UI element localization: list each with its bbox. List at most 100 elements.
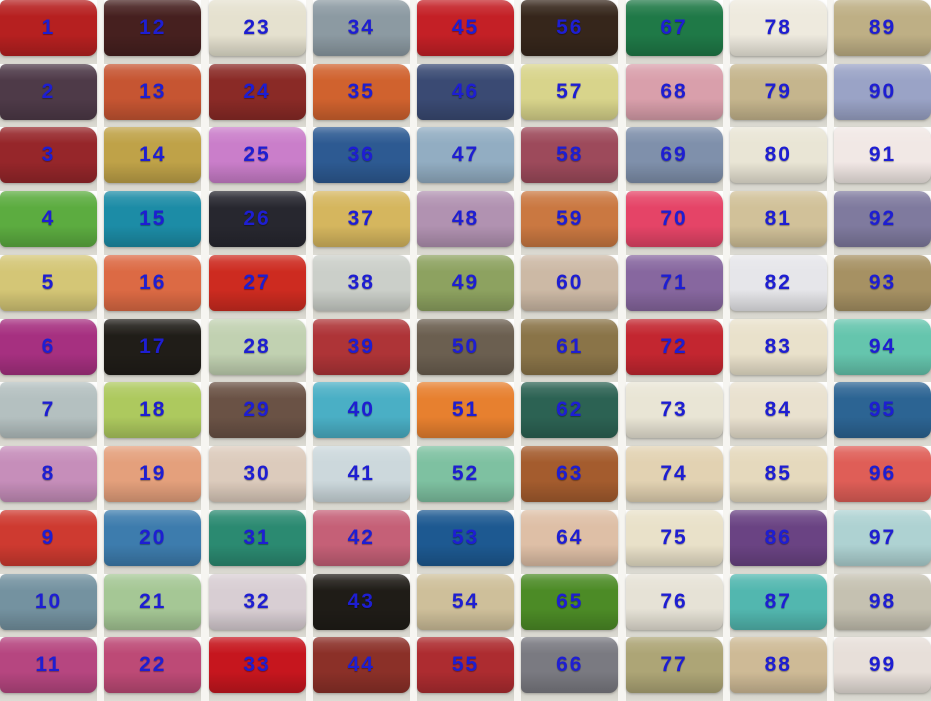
swatch-number-35: 35 — [347, 79, 375, 103]
swatch-number-89: 89 — [868, 16, 897, 39]
swatch-number-61: 61 — [556, 334, 584, 358]
swatch-number-42: 42 — [347, 525, 375, 549]
fabric-swatch-77: 77 — [625, 637, 723, 694]
fabric-swatch-18: 18 — [104, 382, 202, 439]
swatch-number-76: 76 — [660, 589, 688, 613]
fabric-swatch-56: 56 — [521, 0, 619, 56]
swatch-number-3: 3 — [41, 143, 56, 167]
swatch-number-69: 69 — [660, 143, 688, 167]
swatch-cell-43: 43 — [312, 573, 410, 638]
fabric-swatch-28: 28 — [208, 318, 306, 375]
fabric-swatch-88: 88 — [729, 637, 827, 694]
swatch-number-24: 24 — [243, 79, 271, 103]
swatch-number-94: 94 — [868, 334, 897, 358]
swatch-number-22: 22 — [139, 653, 167, 677]
swatch-cell-6: 6 — [0, 318, 97, 383]
fabric-swatch-6: 6 — [0, 318, 97, 375]
swatch-number-25: 25 — [243, 143, 271, 167]
swatch-number-65: 65 — [556, 589, 584, 613]
swatch-number-71: 71 — [660, 270, 688, 294]
fabric-swatch-16: 16 — [104, 254, 202, 311]
fabric-swatch-22: 22 — [104, 637, 202, 694]
fabric-swatch-14: 14 — [104, 127, 202, 184]
swatch-number-28: 28 — [243, 334, 271, 358]
swatch-number-67: 67 — [660, 16, 688, 39]
fabric-swatch-30: 30 — [208, 446, 306, 503]
swatch-cell-97: 97 — [834, 509, 931, 574]
swatch-cell-73: 73 — [625, 382, 723, 447]
swatch-cell-11: 11 — [0, 637, 97, 701]
swatch-cell-74: 74 — [625, 446, 723, 510]
swatch-cell-32: 32 — [208, 573, 306, 638]
swatch-column-7: 67 68 69 70 71 72 73 74 75 76 77 — [625, 0, 723, 701]
swatch-number-7: 7 — [41, 398, 56, 422]
fabric-swatch-58: 58 — [521, 127, 619, 184]
swatch-number-91: 91 — [868, 143, 897, 167]
swatch-number-93: 93 — [868, 270, 897, 294]
swatch-cell-34: 34 — [312, 0, 410, 64]
fabric-swatch-86: 86 — [729, 509, 827, 566]
swatch-number-16: 16 — [139, 270, 167, 294]
swatch-cell-88: 88 — [729, 637, 827, 701]
fabric-swatch-64: 64 — [521, 509, 619, 566]
fabric-swatch-82: 82 — [729, 254, 827, 311]
fabric-swatch-11: 11 — [0, 637, 97, 694]
swatch-cell-83: 83 — [729, 318, 827, 383]
swatch-cell-68: 68 — [625, 63, 723, 128]
swatch-number-90: 90 — [868, 79, 897, 103]
swatch-cell-48: 48 — [417, 191, 514, 255]
swatch-cell-28: 28 — [208, 318, 306, 383]
swatch-number-99: 99 — [868, 653, 897, 677]
swatch-cell-92: 92 — [834, 191, 931, 255]
swatch-number-64: 64 — [556, 525, 584, 549]
fabric-swatch-75: 75 — [625, 509, 723, 566]
swatch-cell-55: 55 — [417, 637, 514, 701]
swatch-number-43: 43 — [347, 589, 375, 613]
fabric-swatch-26: 26 — [208, 191, 306, 248]
swatch-number-32: 32 — [243, 589, 271, 613]
swatch-cell-78: 78 — [729, 0, 827, 64]
swatch-cell-16: 16 — [104, 254, 202, 319]
swatch-cell-15: 15 — [104, 191, 202, 255]
swatch-cell-64: 64 — [521, 509, 619, 574]
swatch-cell-17: 17 — [104, 318, 202, 383]
swatch-cell-38: 38 — [312, 254, 410, 319]
swatch-number-46: 46 — [451, 79, 480, 103]
fabric-swatch-15: 15 — [104, 191, 202, 248]
swatch-number-80: 80 — [764, 143, 792, 167]
fabric-swatch-4: 4 — [0, 191, 97, 248]
swatch-number-21: 21 — [139, 589, 167, 613]
swatch-number-47: 47 — [451, 143, 480, 167]
fabric-swatch-85: 85 — [729, 446, 827, 503]
swatch-number-49: 49 — [451, 270, 480, 294]
swatch-cell-77: 77 — [625, 637, 723, 701]
swatch-cell-13: 13 — [104, 63, 202, 128]
swatch-cell-12: 12 — [104, 0, 202, 64]
swatch-cell-95: 95 — [834, 382, 931, 447]
swatch-number-68: 68 — [660, 79, 688, 103]
fabric-swatch-29: 29 — [208, 382, 306, 439]
swatch-cell-76: 76 — [625, 573, 723, 638]
fabric-swatch-46: 46 — [417, 63, 514, 120]
swatch-number-85: 85 — [764, 462, 792, 486]
swatch-cell-18: 18 — [104, 382, 202, 447]
swatch-number-81: 81 — [764, 207, 792, 231]
swatch-cell-35: 35 — [312, 63, 410, 128]
swatch-number-20: 20 — [139, 525, 167, 549]
fabric-swatch-80: 80 — [729, 127, 827, 184]
swatch-cell-41: 41 — [312, 446, 410, 510]
fabric-swatch-8: 8 — [0, 446, 97, 503]
fabric-swatch-99: 99 — [834, 637, 931, 694]
swatch-cell-36: 36 — [312, 127, 410, 192]
swatch-cell-44: 44 — [312, 637, 410, 701]
fabric-swatch-7: 7 — [0, 382, 97, 439]
fabric-swatch-3: 3 — [0, 127, 97, 184]
fabric-swatch-66: 66 — [521, 637, 619, 694]
fabric-swatch-83: 83 — [729, 318, 827, 375]
swatch-number-40: 40 — [347, 398, 375, 422]
swatch-cell-33: 33 — [208, 637, 306, 701]
fabric-swatch-2: 2 — [0, 63, 97, 120]
fabric-swatch-13: 13 — [104, 63, 202, 120]
fabric-swatch-78: 78 — [729, 0, 827, 56]
